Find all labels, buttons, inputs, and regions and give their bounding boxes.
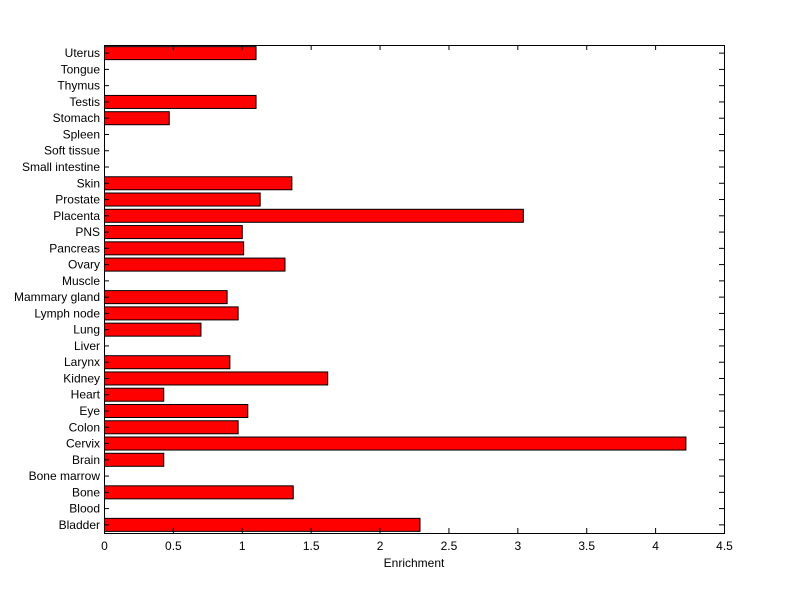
- y-tick-label: Bladder: [59, 518, 100, 532]
- labels-layer: Bladder Blood Bone Bone marrow Brain Cervix Co…: [14, 46, 733, 553]
- bar-lymph-node: [104, 306, 239, 321]
- bar-pns: [104, 225, 243, 240]
- x-tick-label: 4.5: [716, 539, 733, 553]
- y-tick-label: Colon: [69, 420, 100, 434]
- y-tick-label: Bone marrow: [29, 469, 101, 483]
- x-tick-label: 3: [514, 539, 521, 553]
- bar-pancreas: [104, 241, 245, 256]
- bar-lung: [104, 322, 202, 337]
- bar-ovary: [104, 257, 286, 272]
- x-tick-label: 1: [239, 539, 246, 553]
- bar-colon: [104, 420, 239, 435]
- y-tick-label: Liver: [74, 339, 100, 353]
- y-tick-label: PNS: [75, 225, 100, 239]
- x-axis-label: Enrichment: [384, 556, 445, 570]
- bars-layer: [104, 46, 687, 532]
- bar-placenta: [104, 208, 524, 223]
- y-tick-label: Tongue: [61, 62, 101, 76]
- plot-frame: [104, 45, 725, 534]
- bar-skin: [104, 176, 293, 191]
- y-tick-label: Small intestine: [22, 160, 100, 174]
- y-tick-label: Larynx: [64, 355, 100, 369]
- y-tick-label: Ovary: [68, 258, 100, 272]
- y-tick-label: Prostate: [55, 193, 100, 207]
- bar-larynx: [104, 355, 231, 370]
- y-tick-label: Skin: [77, 176, 100, 190]
- ticks-layer: [104, 45, 725, 533]
- bar-brain: [104, 452, 165, 467]
- x-tick-label: 4: [652, 539, 659, 553]
- y-tick-label: Placenta: [53, 209, 100, 223]
- bar-eye: [104, 403, 249, 419]
- y-tick-label: Soft tissue: [44, 144, 100, 158]
- y-tick-label: Uterus: [65, 46, 100, 60]
- bar-bone: [104, 485, 294, 500]
- bar-cervix: [104, 436, 687, 451]
- y-tick-label: Thymus: [57, 79, 100, 93]
- y-tick-label: Lung: [73, 323, 100, 337]
- y-tick-label: Eye: [79, 404, 100, 418]
- x-tick-label: 2.5: [441, 539, 458, 553]
- x-tick-label: 1.5: [303, 539, 320, 553]
- y-tick-label: Heart: [71, 388, 101, 402]
- y-tick-label: Spleen: [63, 127, 100, 141]
- bar-mammary-gland: [104, 290, 228, 305]
- y-tick-label: Kidney: [63, 371, 100, 385]
- y-tick-label: Lymph node: [34, 306, 100, 320]
- y-tick-label: Mammary gland: [14, 290, 100, 304]
- y-tick-label: Stomach: [53, 111, 100, 125]
- bar-heart: [104, 387, 165, 402]
- y-tick-label: Cervix: [66, 437, 100, 451]
- y-tick-label: Brain: [72, 453, 100, 467]
- y-tick-label: Testis: [69, 95, 100, 109]
- bar-kidney: [104, 371, 329, 386]
- bar-prostate: [104, 192, 261, 207]
- x-tick-label: 3.5: [578, 539, 595, 553]
- x-tick-label: 0: [101, 539, 108, 553]
- bar-testis: [104, 94, 257, 109]
- y-tick-label: Bone: [72, 485, 100, 499]
- x-tick-label: 2: [377, 539, 384, 553]
- x-tick-label: 0.5: [165, 539, 182, 553]
- bar-stomach: [104, 111, 170, 126]
- bar-uterus: [104, 46, 257, 61]
- y-tick-label: Blood: [69, 502, 100, 516]
- y-tick-label: Muscle: [62, 274, 100, 288]
- bar-bladder: [104, 517, 421, 532]
- y-tick-label: Pancreas: [49, 241, 100, 255]
